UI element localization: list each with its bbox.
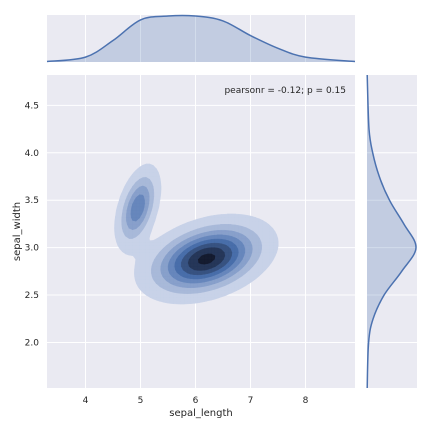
contour-level-8 [197,253,216,265]
joint-grid [47,75,355,388]
x-tick-label: 4 [83,396,89,406]
y-axis-label: sepal_width [12,202,23,261]
joint-panel: pearsonr = -0.12; p = 0.15 [47,75,355,388]
top-marginal-density-fill [47,15,355,63]
kde-contours [114,163,279,305]
top-marginal-panel [46,14,356,63]
y-tick-label: 3.5 [25,196,39,206]
top-marginal-background [47,15,355,62]
x-tick-labels: 4 5 6 7 8 [83,396,309,406]
y-tick-label: 4.5 [25,101,39,111]
x-tick-label: 5 [138,396,144,406]
x-tick-label: 7 [248,396,254,406]
y-tick-label: 4.0 [25,149,40,159]
x-tick-label: 6 [193,396,199,406]
right-marginal-grid [367,104,417,343]
x-tick-label: 8 [303,396,309,406]
y-tick-label: 3.0 [25,244,40,254]
y-tick-label: 2.5 [25,291,39,301]
top-marginal-density-line [46,14,356,63]
y-tick-labels: 2.0 2.5 3.0 3.5 4.0 4.5 [25,101,40,348]
right-marginal-density-line [366,74,417,389]
right-marginal-panel [366,74,417,389]
top-marginal-grid [85,15,306,62]
x-axis-label: sepal_length [169,408,233,419]
y-tick-label: 2.0 [25,338,40,348]
pearson-annotation: pearsonr = -0.12; p = 0.15 [224,86,346,96]
right-marginal-density-fill [367,75,417,388]
